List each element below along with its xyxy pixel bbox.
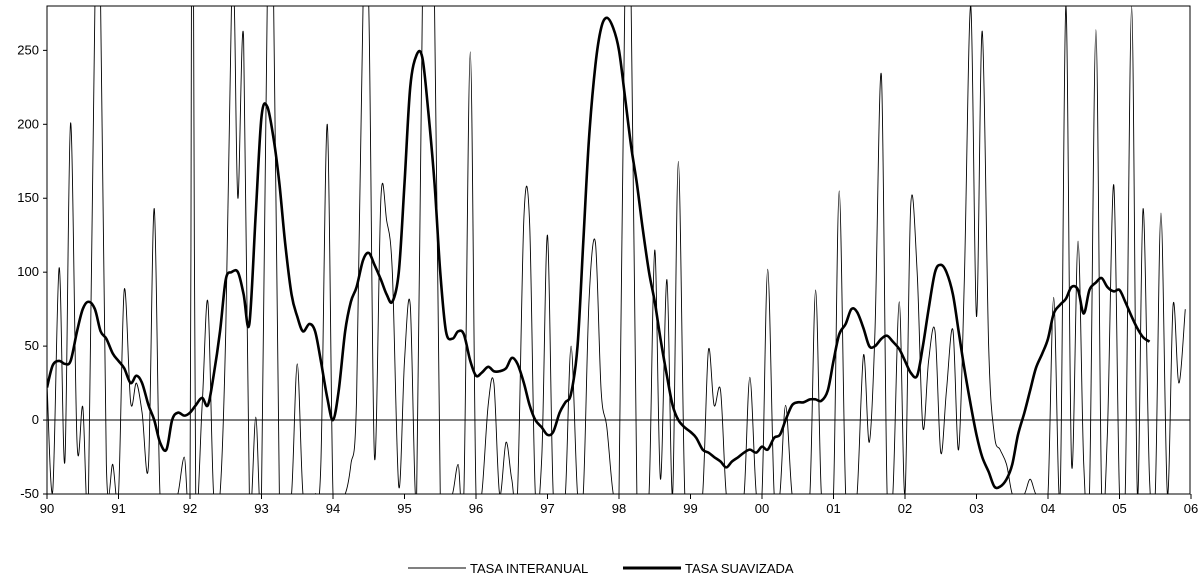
series-line-tasa-suavizada — [47, 16, 1151, 490]
y-tick-label: 200 — [17, 116, 39, 131]
x-tick-label: 91 — [111, 501, 125, 516]
x-tick-label: 02 — [898, 501, 912, 516]
x-tick-label: 04 — [1041, 501, 1055, 516]
x-tick-label: 98 — [612, 501, 626, 516]
x-tick-label: 99 — [683, 501, 697, 516]
legend-label-tasa-interanual: TASA INTERANUAL — [470, 561, 588, 576]
plot-area-border — [46, 5, 1191, 495]
x-tick-label: 93 — [254, 501, 268, 516]
y-tick-label: 250 — [17, 42, 39, 57]
y-tick-label: 0 — [32, 412, 39, 427]
x-tick-label: 97 — [540, 501, 554, 516]
x-tick-label: 95 — [397, 501, 411, 516]
y-tick-label: 50 — [25, 338, 39, 353]
chart-legend: TASA INTERANUAL TASA SUAVIZADA — [408, 561, 794, 576]
x-tick-label: 92 — [183, 501, 197, 516]
y-tick-label: -50 — [20, 486, 39, 501]
chart-axes — [43, 5, 1192, 499]
y-tick-label: 100 — [17, 264, 39, 279]
y-tick-label: 150 — [17, 190, 39, 205]
x-tick-label: 03 — [969, 501, 983, 516]
x-tick-label: 96 — [469, 501, 483, 516]
legend-label-tasa-suavizada: TASA SUAVIZADA — [685, 561, 794, 576]
series-line-tasa-interanual — [47, 6, 1186, 494]
x-tick-label: 90 — [40, 501, 54, 516]
x-tick-label: 94 — [326, 501, 340, 516]
x-tick-label: 05 — [1112, 501, 1126, 516]
x-tick-label: 00 — [755, 501, 769, 516]
x-tick-label: 01 — [826, 501, 840, 516]
x-tick-label: 06 — [1184, 501, 1198, 516]
chart-series — [47, 6, 1186, 494]
